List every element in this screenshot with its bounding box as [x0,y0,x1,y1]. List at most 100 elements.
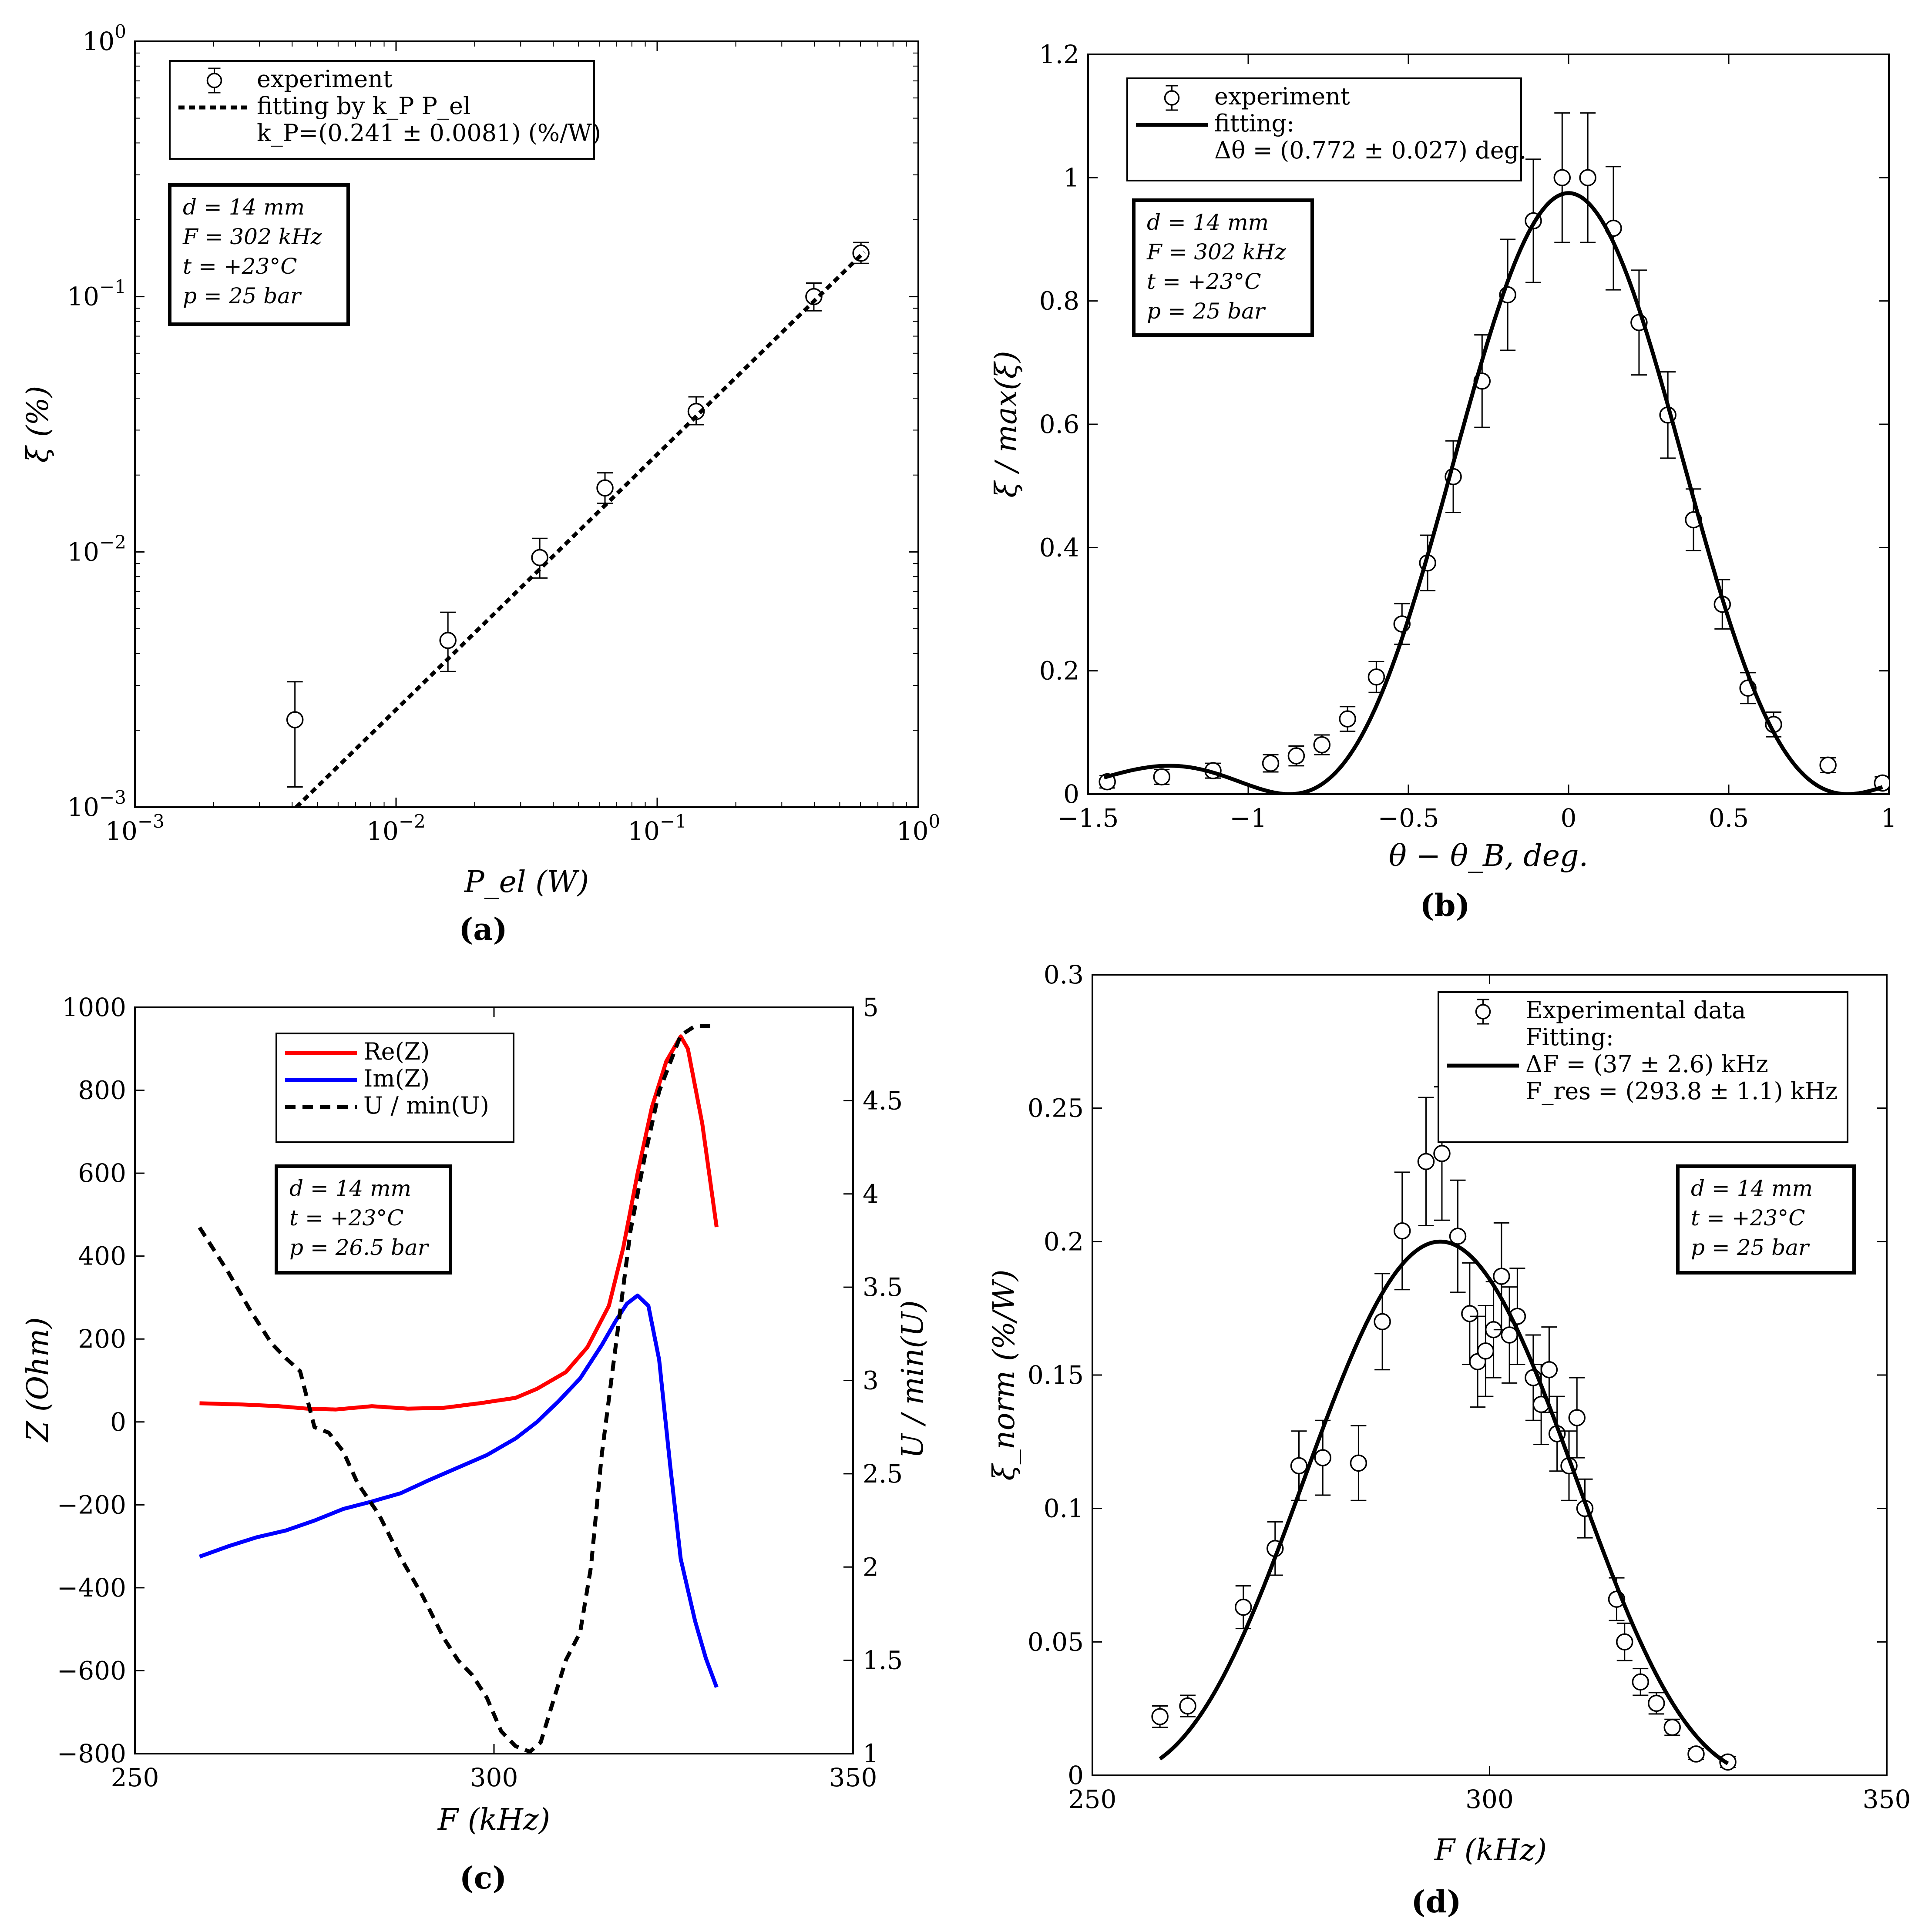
legend-box [1126,77,1522,181]
data-point [1579,169,1596,187]
x-tick-label: 100 [897,811,941,846]
y-tick-label: −800 [57,1739,126,1768]
info-box: d = 14 mm t = +23°C p = 25 bar [1676,1164,1856,1275]
series-line [198,1293,719,1688]
y-tick-label: −400 [57,1573,126,1603]
y-tick-label: 10−2 [67,531,126,567]
legend-label: fitting: [1214,110,1294,137]
info-box-frame [275,1164,452,1275]
y-tick-label: 1000 [62,993,126,1022]
y-right-tick-label: 2 [863,1552,879,1582]
info-box: d = 14 mm t = +23°C p = 26.5 bar [275,1164,452,1275]
y-tick-label: 0.2 [1044,1227,1084,1256]
y-tick-label: 0.05 [1028,1627,1084,1657]
data-point [687,402,705,420]
legend-marker [1164,90,1180,106]
info-box: d = 14 mm F = 302 kHz t = +23°C p = 25 bar [168,183,350,326]
info-box-line: p = 26.5 bar [289,1235,430,1260]
legend-label: Re(Z) [363,1038,430,1065]
data-point [1290,1457,1308,1475]
axes-box [134,40,919,808]
y-tick-label: 600 [78,1158,126,1188]
panel-label: (b) [1420,887,1470,923]
data-point [1179,1697,1196,1715]
legend-label: experiment [257,65,393,93]
data-point [1477,1342,1495,1360]
data-point [1367,668,1385,686]
legend-label: Δθ = (0.772 ± 0.027) deg. [1214,137,1526,164]
legend-label: Fitting: [1525,1023,1614,1051]
plot-area [1151,1086,1737,1771]
y-axis-label: ξ (%) [21,386,55,463]
y-tick-label: 0 [1063,779,1079,809]
plot-area [198,1024,719,1754]
info-box-line: t = +23°C [289,1205,404,1231]
data-point [1099,773,1116,791]
info-box-frame [1132,198,1314,337]
data-point [1350,1454,1367,1472]
info-box-line: t = +23°C [1147,269,1261,294]
y-right-axis-label: U / min(U) [896,1300,930,1459]
data-point [1568,1409,1586,1426]
y-tick-label: 0.25 [1028,1093,1084,1123]
x-axis-label: P_el (W) [464,865,589,899]
legend-label: experiment [1214,83,1350,110]
data-point [596,479,614,497]
y-tick-label: 0.15 [1028,1360,1084,1390]
data-point [805,288,823,305]
data-point [1501,1326,1518,1344]
data-point [531,549,548,567]
x-axis-label: θ − θ_B, deg. [1389,839,1588,873]
data-point [1314,1449,1331,1466]
series-line [198,1024,717,1754]
y-tick-label: 800 [78,1076,126,1105]
x-tick-label: 300 [1465,1784,1514,1814]
y-tick-label: 400 [78,1241,126,1271]
x-tick-label: 0.5 [1709,803,1749,833]
y-tick-label: 0.2 [1039,656,1079,686]
y-right-tick-label: 4 [863,1179,879,1209]
y-tick-label: −200 [57,1490,126,1519]
info-box-line: F = 302 kHz [182,224,323,249]
legend-label: k_P=(0.241 ± 0.0081) (%/W) [257,119,601,147]
x-axis-label: F (kHz) [1434,1833,1547,1868]
legend-marker [206,73,222,88]
data-point [1394,1222,1411,1240]
info-box-line: t = +23°C [1691,1205,1805,1231]
x-tick-label: 10−2 [366,811,426,846]
info-box-line: d = 14 mm [1147,210,1269,235]
data-point [852,245,870,262]
data-point [1339,710,1356,728]
y-right-tick-label: 5 [863,993,879,1022]
x-tick-label: 1 [1881,803,1897,833]
y-axis-label: Z (Ohm) [21,1317,55,1442]
y-right-tick-label: 2.5 [863,1459,903,1489]
y-tick-label: 0.1 [1044,1494,1084,1523]
data-point [1540,1361,1558,1379]
legend-box [169,60,595,160]
data-point [1687,1745,1705,1763]
data-point [1235,1598,1252,1616]
info-box-line: p = 25 bar [183,283,302,309]
data-point [286,711,304,728]
legend-label: Experimental data [1525,996,1746,1024]
y-axis-label: ξ / max(ξ) [989,351,1024,497]
series-line [1103,191,1883,794]
data-point [1616,1633,1633,1651]
panel-c: 250 300 350 −800 −600 −400 −200 0 200 400 600 800 10… [21,993,930,1896]
info-box: d = 14 mm F = 302 kHz t = +23°C p = 25 bar [1132,198,1314,337]
info-box-line: d = 14 mm [289,1176,411,1201]
data-point [1819,756,1837,774]
data-point [1287,747,1305,765]
series-line [295,251,866,807]
x-axis-label: F (kHz) [437,1803,550,1837]
x-tick-label: 300 [470,1763,518,1792]
data-point [1313,736,1331,754]
legend-marker [1475,1004,1491,1020]
panel-label: (d) [1411,1884,1461,1920]
x-tick-label: −1.5 [1058,803,1119,833]
x-tick-label: 10−3 [105,811,165,846]
info-box-line: F = 302 kHz [1146,239,1287,265]
plot-area [1099,112,1889,794]
